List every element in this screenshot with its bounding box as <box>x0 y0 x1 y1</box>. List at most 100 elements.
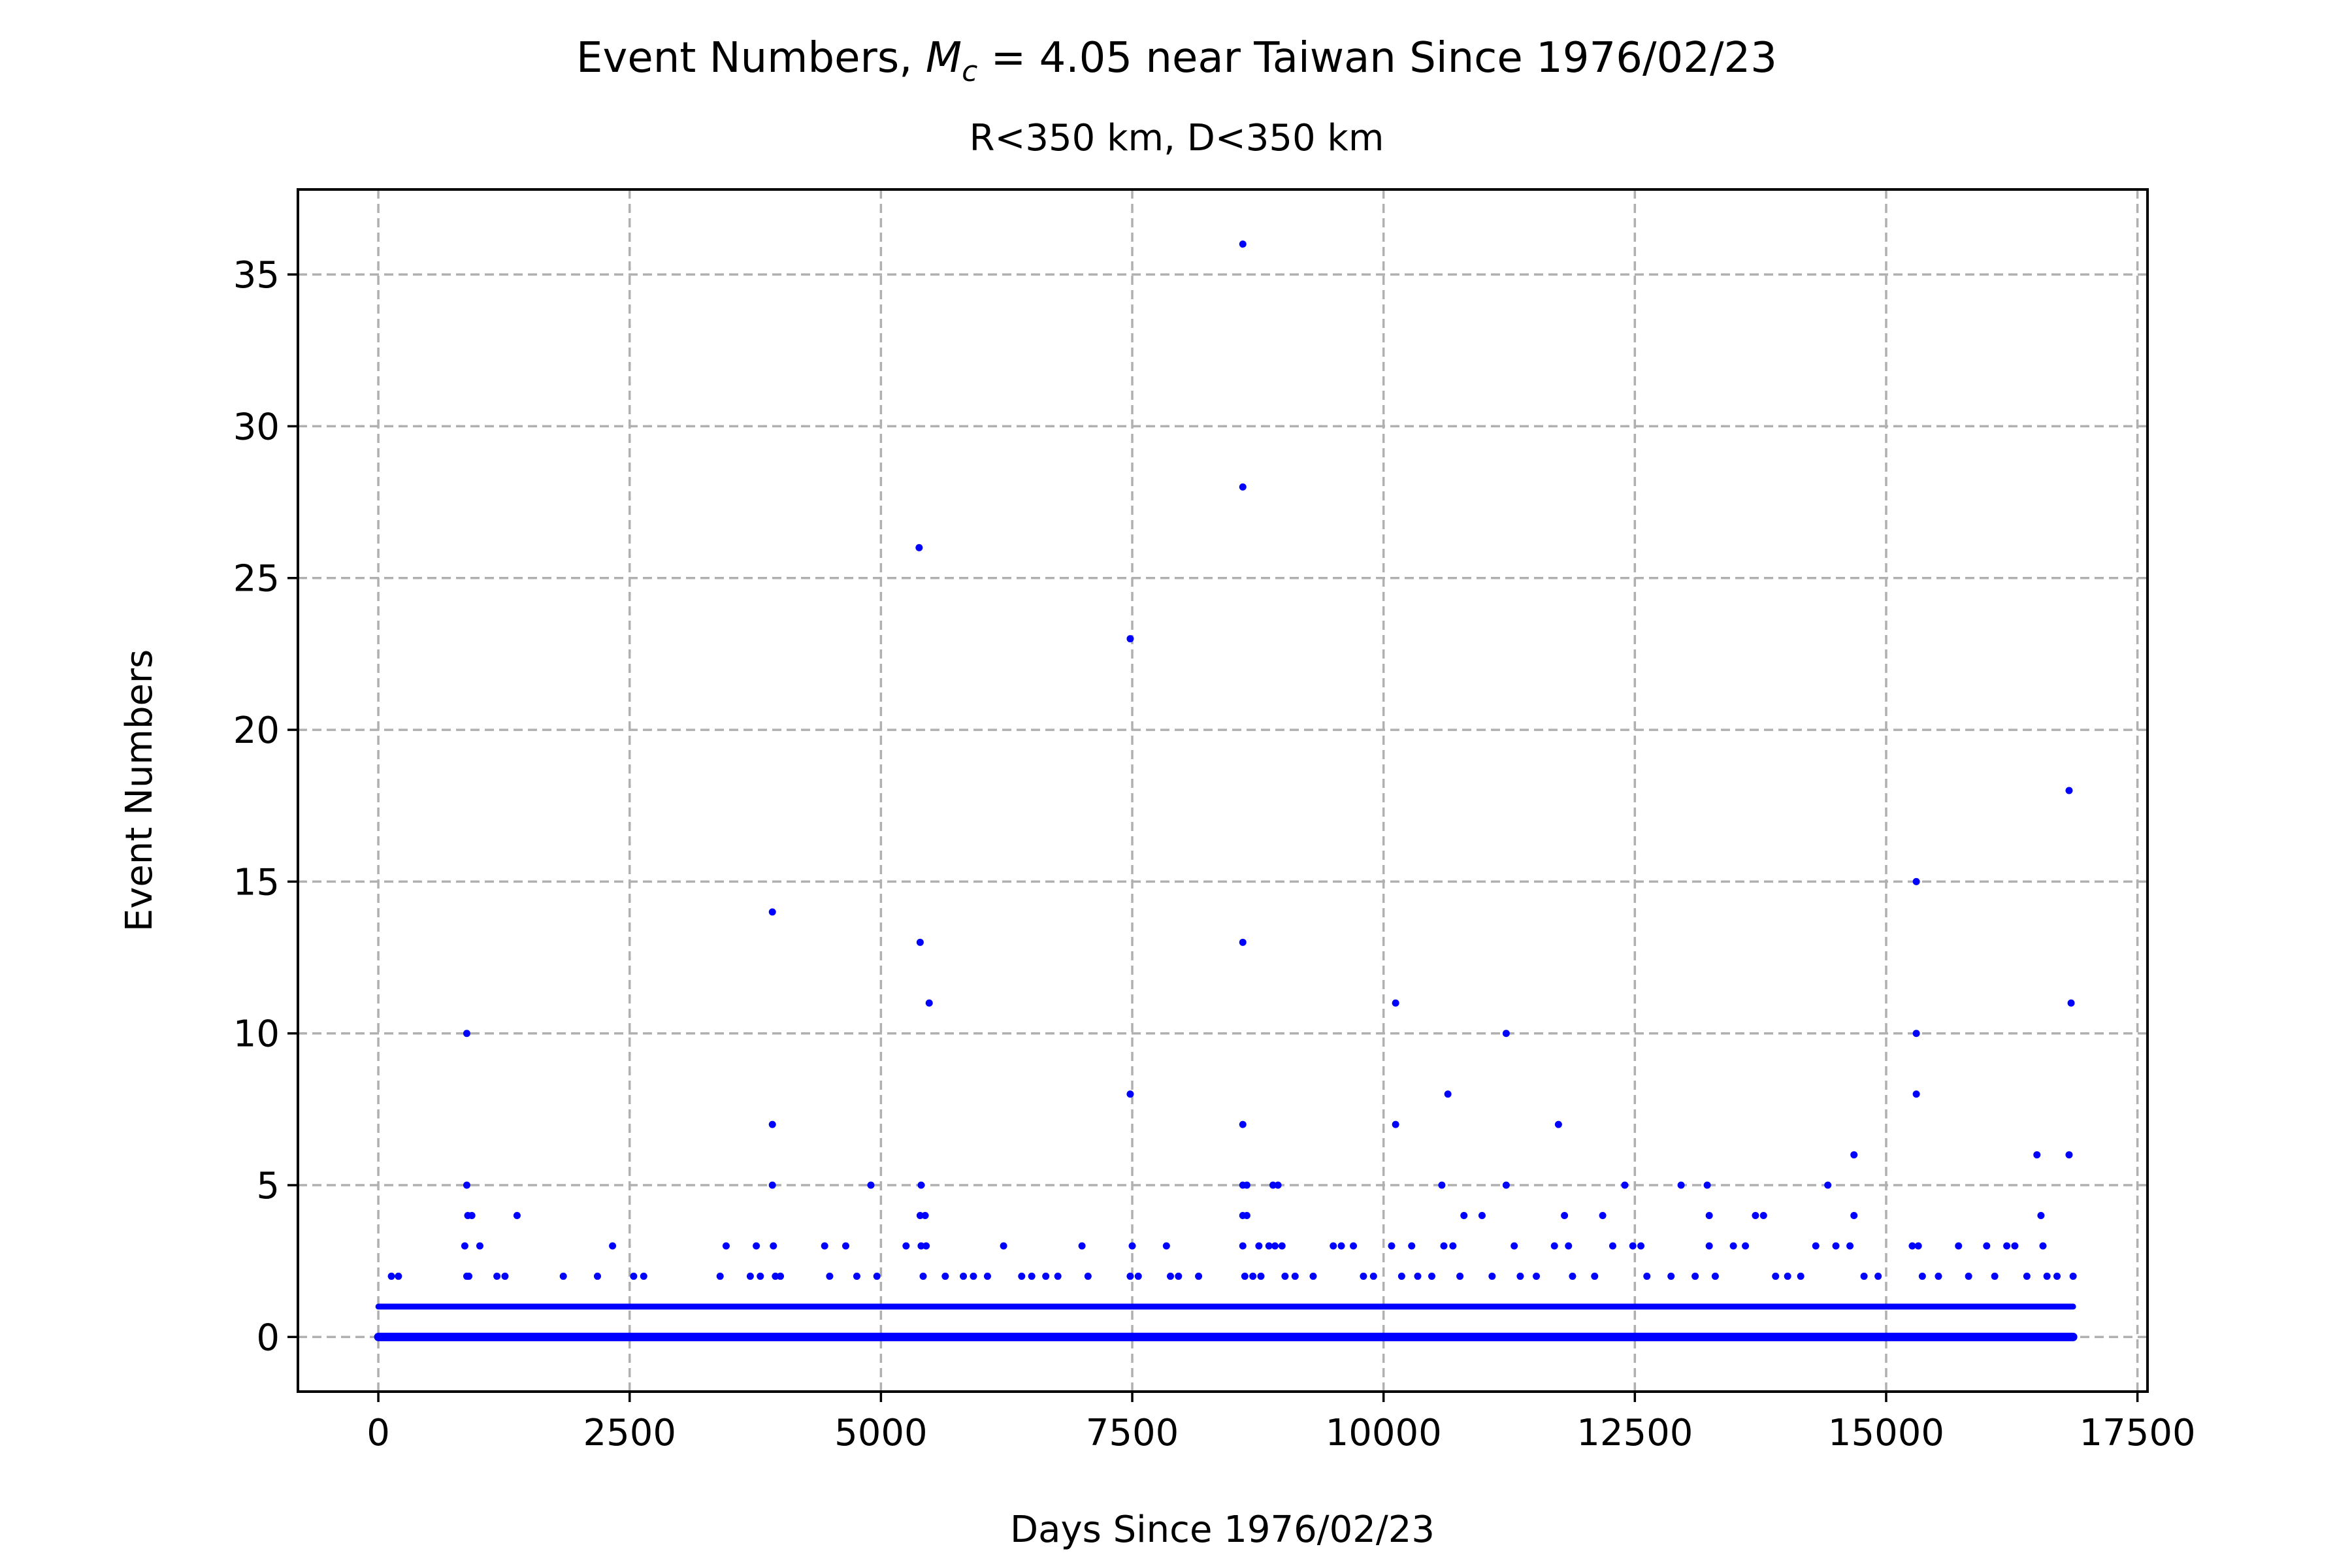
data-point <box>1438 1181 1446 1189</box>
data-point <box>917 1181 925 1189</box>
data-point <box>1846 1242 1854 1250</box>
data-point <box>915 544 923 551</box>
data-point <box>1935 1272 1942 1280</box>
data-point <box>463 1181 470 1189</box>
data-point <box>768 1120 776 1128</box>
data-point <box>2011 1242 2019 1250</box>
data-point <box>1239 1242 1247 1250</box>
y-tick-label: 20 <box>233 710 280 752</box>
data-point <box>2065 787 2073 794</box>
data-point <box>609 1242 617 1250</box>
data-point <box>1330 1242 1337 1250</box>
data-point <box>1255 1242 1263 1250</box>
data-point <box>1243 1212 1250 1220</box>
chart-title: Event Numbers, Mc = 4.05 near Taiwan Sin… <box>576 34 1777 88</box>
data-point <box>1599 1212 1607 1220</box>
data-point <box>395 1272 402 1280</box>
data-point <box>1759 1212 1767 1220</box>
data-point <box>970 1272 977 1280</box>
data-point <box>1742 1242 1750 1250</box>
data-point <box>2039 1242 2047 1250</box>
data-point <box>1812 1242 1820 1250</box>
data-point <box>1291 1272 1299 1280</box>
chart-title-suffix: near Taiwan Since 1976/02/23 <box>1132 34 1777 82</box>
data-point <box>1440 1242 1448 1250</box>
data-point <box>1084 1272 1092 1280</box>
data-point <box>1360 1272 1367 1280</box>
data-point <box>1772 1272 1780 1280</box>
data-point <box>1516 1272 1524 1280</box>
plot-frame <box>297 188 2149 1393</box>
data-point <box>1912 1090 1920 1098</box>
data-point <box>2043 1272 2051 1280</box>
data-point <box>2033 1151 2041 1159</box>
x-tick-label: 17500 <box>2080 1412 2196 1454</box>
data-point <box>770 1242 777 1250</box>
data-point <box>1162 1242 1170 1250</box>
data-point <box>1569 1272 1576 1280</box>
data-point <box>640 1272 647 1280</box>
chart-title-math-sub: c <box>962 55 977 88</box>
data-point <box>1637 1242 1645 1250</box>
data-point <box>1350 1242 1358 1250</box>
data-point <box>1195 1272 1203 1280</box>
data-point <box>768 908 776 916</box>
data-point <box>1460 1212 1468 1220</box>
data-point <box>1309 1272 1317 1280</box>
data-point <box>1591 1272 1599 1280</box>
data-point <box>1449 1242 1457 1250</box>
data-point <box>468 1212 476 1220</box>
data-point <box>1914 1242 1922 1250</box>
data-point <box>777 1272 785 1280</box>
data-point <box>1239 483 1247 491</box>
data-point <box>1392 1120 1399 1128</box>
data-point <box>1000 1242 1007 1250</box>
data-point <box>1078 1242 1086 1250</box>
data-point <box>1128 1242 1136 1250</box>
data-points <box>374 240 2078 1341</box>
data-point <box>1054 1272 1062 1280</box>
data-point <box>1832 1242 1840 1250</box>
data-point <box>757 1272 764 1280</box>
data-point <box>1126 1272 1134 1280</box>
data-point <box>921 1212 929 1220</box>
data-point <box>1860 1272 1868 1280</box>
data-point <box>1711 1272 1719 1280</box>
data-point <box>1271 1242 1279 1250</box>
data-point <box>1874 1272 1882 1280</box>
y-tick-label: 30 <box>233 406 280 448</box>
data-point <box>1629 1242 1637 1250</box>
data-point <box>1257 1272 1265 1280</box>
data-point <box>853 1272 860 1280</box>
data-point <box>1126 635 1134 643</box>
data-point <box>1175 1272 1183 1280</box>
data-point <box>1643 1272 1651 1280</box>
x-axis-label: Days Since 1976/02/23 <box>1010 1509 1435 1551</box>
data-point <box>1703 1181 1711 1189</box>
data-point <box>1824 1181 1832 1189</box>
chart-subtitle: R<350 km, D<350 km <box>970 117 1384 159</box>
data-point <box>2053 1272 2061 1280</box>
data-point <box>826 1272 834 1280</box>
x-tick-label: 12500 <box>1576 1412 1693 1454</box>
data-point <box>1502 1181 1510 1189</box>
y-tick-label: 0 <box>256 1316 280 1359</box>
data-point <box>916 938 924 946</box>
x-tick-label: 2500 <box>583 1412 676 1454</box>
data-point <box>917 1242 925 1250</box>
data-point <box>1955 1242 1963 1250</box>
data-point <box>2003 1242 2011 1250</box>
data-point <box>1729 1242 1737 1250</box>
data-point <box>1444 1090 1452 1098</box>
data-point <box>476 1242 483 1250</box>
data-point <box>1134 1272 1142 1280</box>
data-point <box>1388 1242 1396 1250</box>
x-tick-label: 5000 <box>834 1412 928 1454</box>
data-point <box>1166 1272 1174 1280</box>
x-tick-label: 0 <box>367 1412 390 1454</box>
data-point <box>902 1242 910 1250</box>
data-point <box>2037 1212 2045 1220</box>
data-point <box>1488 1272 1496 1280</box>
data-point <box>1428 1272 1436 1280</box>
